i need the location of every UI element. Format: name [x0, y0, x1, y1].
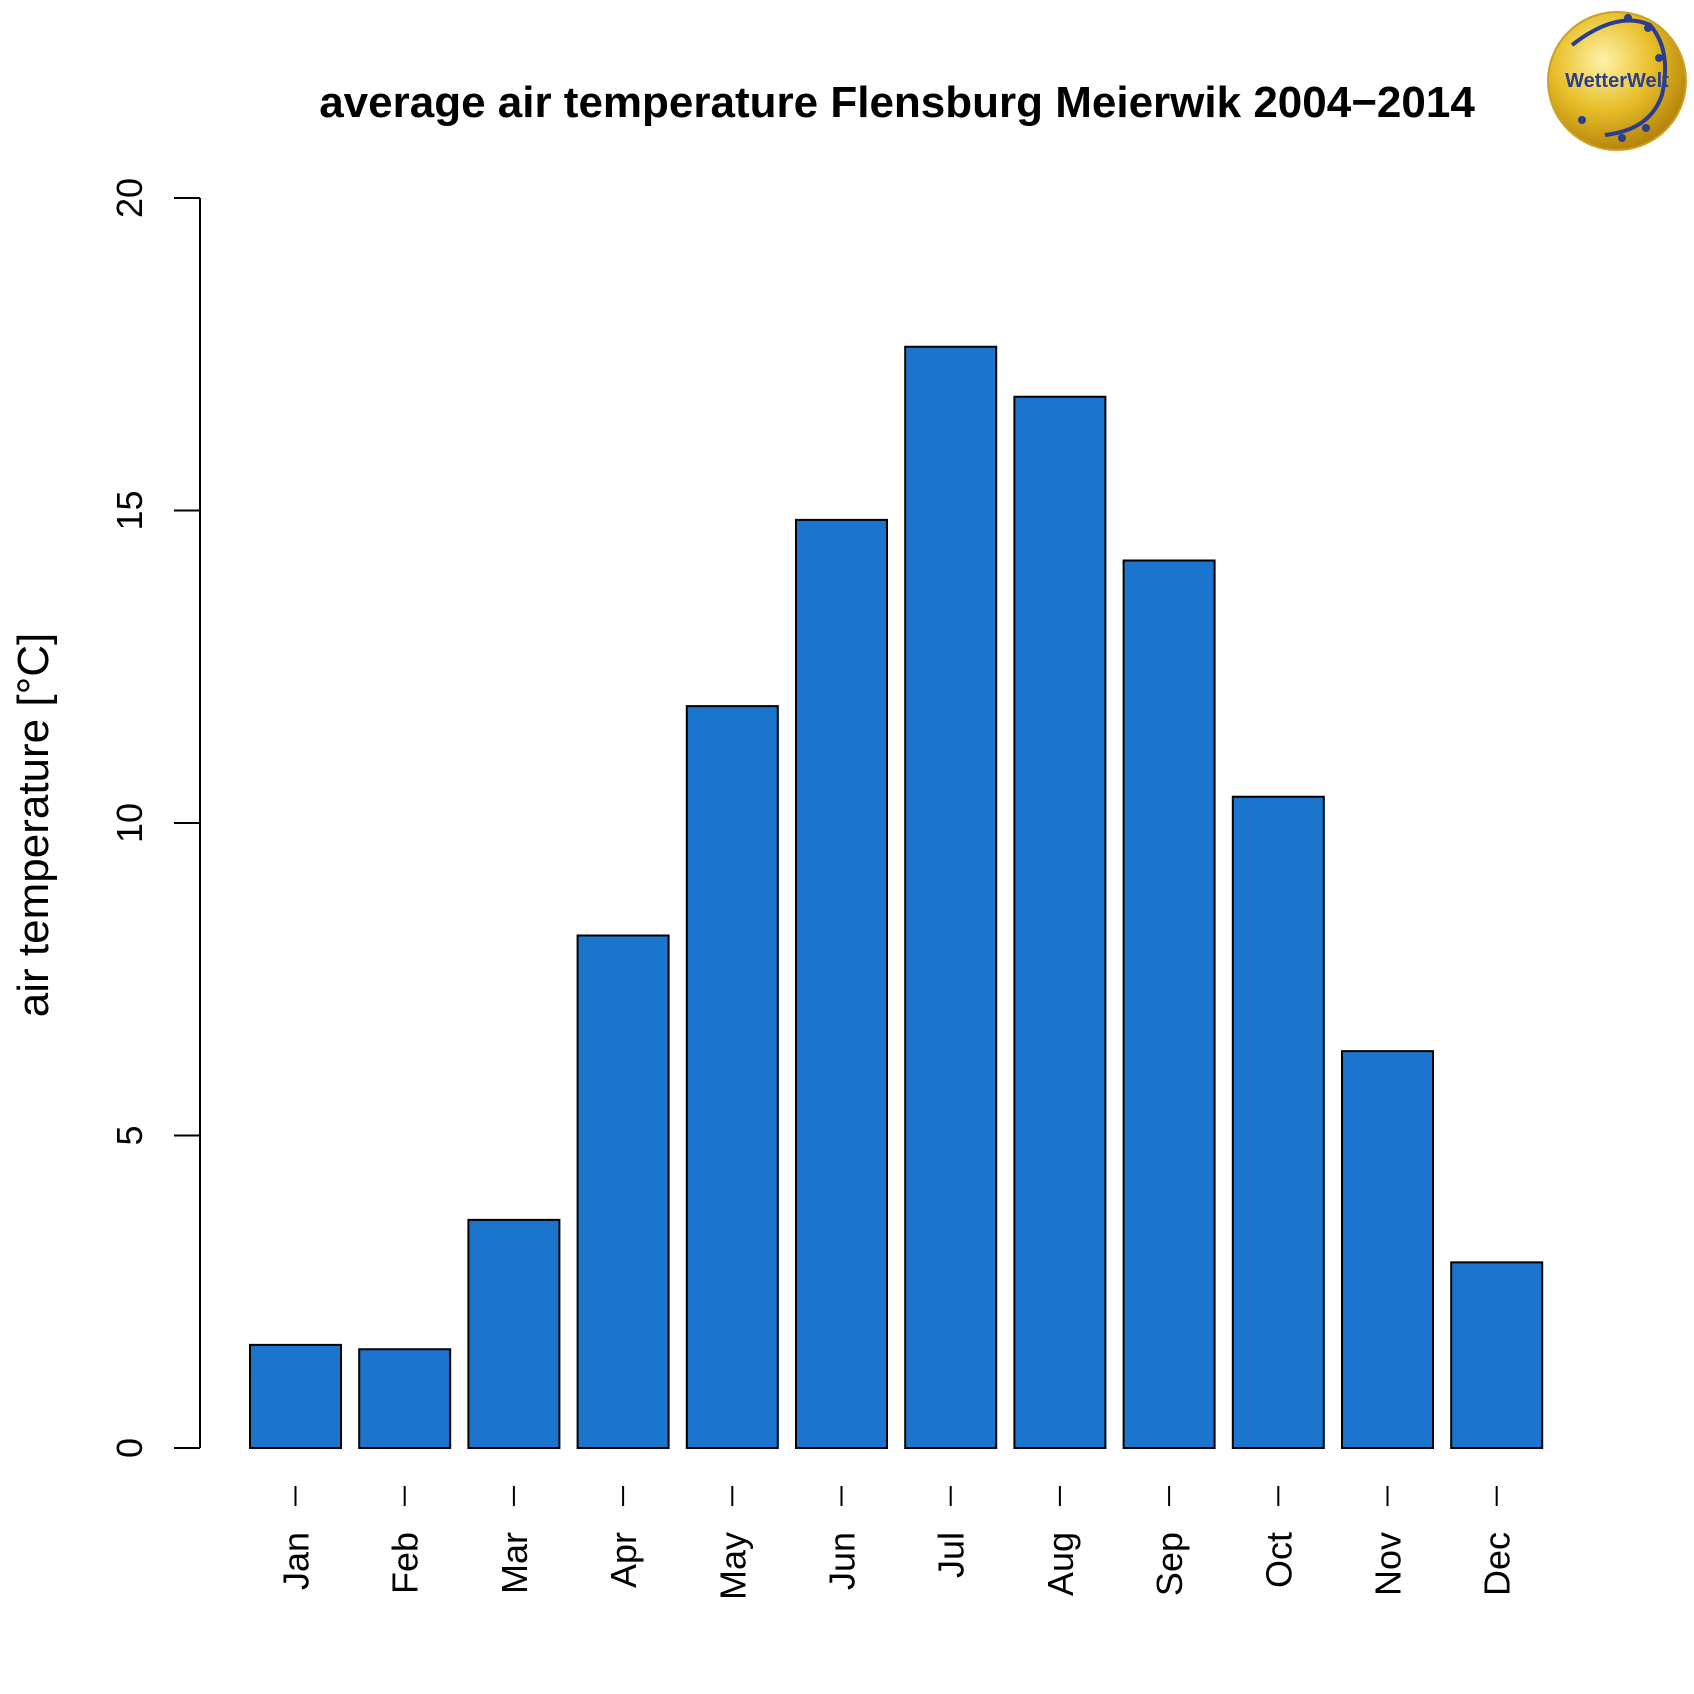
y-tick-label: 10 — [109, 803, 150, 843]
y-tick-label: 0 — [109, 1438, 150, 1458]
logo-swoosh — [1570, 18, 1668, 137]
x-tick-label-sep: Sep — [1149, 1532, 1190, 1596]
wetterwelt-logo: WetterWelt — [1547, 11, 1687, 151]
x-tick-label-jun: Jun — [822, 1532, 863, 1590]
bars-group — [249, 345, 1544, 1449]
y-tick-label: 15 — [109, 490, 150, 530]
x-axis: Jan Feb Mar Apr May Jun Jul Aug Sep Oct Nov Dec — [276, 1486, 1518, 1600]
bar-may — [685, 705, 779, 1449]
bar-apr — [576, 934, 670, 1449]
bar-nov — [1341, 1050, 1434, 1449]
bar-jun — [795, 518, 888, 1449]
x-tick-label-apr: Apr — [603, 1532, 644, 1588]
y-axis: 0 5 10 15 20 — [109, 178, 201, 1458]
bar-mar — [467, 1218, 561, 1449]
y-tick-label: 20 — [109, 178, 150, 218]
bar-dec — [1450, 1261, 1544, 1449]
bar-jan — [249, 1343, 342, 1449]
x-tick-label-mar: Mar — [494, 1532, 535, 1594]
bar-feb — [358, 1348, 452, 1449]
x-tick-label-feb: Feb — [385, 1532, 426, 1594]
bar-oct — [1231, 795, 1325, 1449]
chart-title: average air temperature Flensburg Meierw… — [319, 78, 1475, 127]
x-tick-label-dec: Dec — [1477, 1532, 1518, 1596]
bar-sep — [1122, 559, 1216, 1449]
y-axis-label: air temperature [°C] — [9, 633, 58, 1017]
x-tick-label-oct: Oct — [1258, 1532, 1299, 1588]
x-tick-label-jan: Jan — [276, 1532, 317, 1590]
x-tick-label-jul: Jul — [931, 1532, 972, 1578]
x-tick-label-aug: Aug — [1040, 1532, 1081, 1596]
y-tick-label: 5 — [109, 1125, 150, 1145]
bar-aug — [1013, 395, 1107, 1449]
x-tick-label-nov: Nov — [1368, 1532, 1409, 1596]
logo-text: WetterWelt — [1565, 70, 1669, 92]
bar-jul — [904, 345, 998, 1449]
x-tick-label-may: May — [712, 1532, 753, 1600]
